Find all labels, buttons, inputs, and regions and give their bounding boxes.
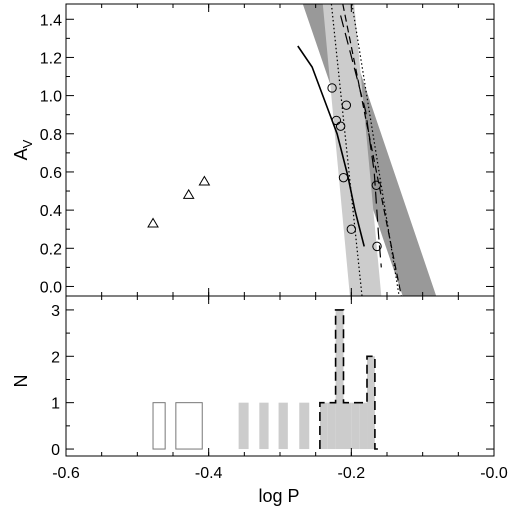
bottom-panel: 0 1 2 3 -0.6 -0.4 -0.2 -0.0 N log P xyxy=(11,295,508,506)
solid-line-4 xyxy=(297,45,365,247)
gray-bar xyxy=(299,402,310,450)
bottom-y-tick-label: 1 xyxy=(51,396,60,413)
top-points xyxy=(147,83,382,252)
circle-point xyxy=(372,241,382,252)
triangle-point xyxy=(198,175,211,186)
histogram-bars xyxy=(152,309,383,450)
gray-bar xyxy=(238,402,249,450)
dashed-hist-bar xyxy=(319,402,328,450)
bottom-y-label: N xyxy=(11,375,31,388)
top-y-tick-label: 1.0 xyxy=(40,89,62,106)
bottom-plot-area xyxy=(152,309,383,450)
bottom-y-tick-label: 2 xyxy=(51,349,60,366)
top-y-tick-label: 0.6 xyxy=(40,165,62,182)
top-y-tick-label: 0.4 xyxy=(40,203,62,220)
top-y-label: AV xyxy=(11,139,35,160)
top-plot-area xyxy=(147,4,437,296)
dashed-hist-bar xyxy=(359,402,368,450)
circle-point xyxy=(371,180,381,191)
triangle-point xyxy=(147,217,159,228)
dashed-hist-outline xyxy=(319,309,383,450)
top-y-tick-label: 1.4 xyxy=(40,12,62,29)
bottom-x-tick-label: -0.6 xyxy=(52,465,80,482)
top-frame xyxy=(65,3,495,297)
bottom-x-label: log P xyxy=(258,486,299,506)
dashed-hist-bar xyxy=(351,402,360,450)
open-bar xyxy=(152,402,166,450)
dotted-line-2 xyxy=(351,4,400,296)
top-y-tick-label: 0.8 xyxy=(40,127,62,144)
top-bands xyxy=(302,4,437,296)
top-y-tick-label: 1.2 xyxy=(40,50,62,67)
top-x-ticks xyxy=(65,4,495,296)
bottom-x-tick-label: -0.2 xyxy=(338,465,366,482)
bottom-x-tick-label: -0.0 xyxy=(480,465,508,482)
open-bar xyxy=(175,402,203,450)
top-y-label-main: A xyxy=(11,148,31,160)
dashed-line-0 xyxy=(342,4,402,296)
top-lines xyxy=(297,4,402,296)
long-dash-line-3 xyxy=(340,15,382,268)
gray-bar xyxy=(259,402,269,450)
dashed-hist-bar xyxy=(343,402,352,450)
confidence-band-1 xyxy=(322,4,382,296)
bottom-y-tick-label: 0 xyxy=(51,442,60,459)
gray-bar xyxy=(278,402,288,450)
bottom-y-tick-label: 3 xyxy=(51,303,60,320)
bottom-x-axis: -0.6 -0.4 -0.2 -0.0 xyxy=(52,296,508,482)
triangle-point xyxy=(182,188,195,199)
dashed-hist-bar xyxy=(335,309,344,450)
bottom-frame xyxy=(65,295,495,457)
top-y-label-subscript: V xyxy=(20,139,35,148)
bottom-y-axis: 0 1 2 3 xyxy=(51,303,494,459)
dashed-hist-bar xyxy=(367,356,375,450)
bottom-x-tick-label: -0.4 xyxy=(195,465,223,482)
circle-point xyxy=(346,224,357,234)
top-panel: 0.0 0.2 0.4 0.6 0.8 1.0 1.2 1.4 AV xyxy=(11,3,495,297)
top-y-axis: 0.0 0.2 0.4 0.6 0.8 1.0 1.2 1.4 xyxy=(40,12,494,296)
top-y-tick-label: 0.0 xyxy=(40,279,62,296)
dotted-line-1 xyxy=(330,4,363,296)
circle-point xyxy=(327,83,337,93)
circle-point xyxy=(341,100,352,110)
circle-point xyxy=(338,172,349,183)
circle-point xyxy=(335,121,346,131)
dashed-hist-bar xyxy=(327,402,336,450)
top-y-tick-label: 0.2 xyxy=(40,241,62,258)
